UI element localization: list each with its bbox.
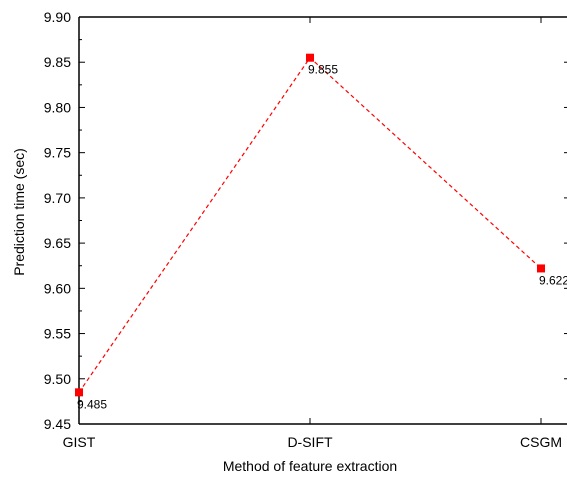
data-label: 9.485 xyxy=(77,397,107,411)
data-label: 9.855 xyxy=(308,63,338,77)
data-point xyxy=(306,53,314,62)
y-tick-label: 9.85 xyxy=(44,54,71,70)
y-tick-label: 9.55 xyxy=(44,326,71,342)
x-tick-label: CSGM xyxy=(520,434,562,450)
y-tick-label: 9.65 xyxy=(44,235,71,251)
y-axis-label: Prediction time (sec) xyxy=(11,148,27,276)
data-series xyxy=(75,53,545,397)
y-tick-label: 9.75 xyxy=(44,145,71,161)
data-labels: 9.485 9.855 9.622 xyxy=(77,63,567,412)
series-line xyxy=(78,56,542,393)
data-point xyxy=(75,388,83,397)
y-tick-label: 9.60 xyxy=(44,280,71,296)
chart-axes xyxy=(78,16,567,425)
y-axis-ticks: 9.45 9.50 9.55 9.60 9.65 9.70 9.75 9.80 9.85 9.90 xyxy=(44,9,567,432)
x-tick-label: GIST xyxy=(63,434,96,450)
x-tick-label: D-SIFT xyxy=(287,434,333,450)
y-tick-label: 9.80 xyxy=(44,99,71,115)
x-axis-ticks: GIST D-SIFT CSGM xyxy=(63,17,562,450)
y-tick-label: 9.50 xyxy=(44,371,71,387)
data-point xyxy=(537,264,545,273)
y-tick-label: 9.45 xyxy=(44,416,71,432)
y-tick-label: 9.90 xyxy=(44,9,71,25)
x-axis-label: Method of feature extraction xyxy=(223,458,397,474)
y-tick-label: 9.70 xyxy=(44,190,71,206)
data-label: 9.622 xyxy=(539,273,567,287)
